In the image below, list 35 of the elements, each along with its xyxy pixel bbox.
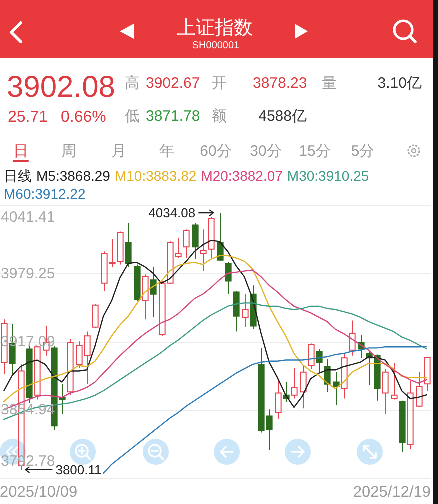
text: 高 — [125, 75, 140, 92]
text: M30:3910.25 — [287, 168, 370, 184]
text: 3902.67 — [146, 75, 200, 92]
text: 开 — [212, 75, 227, 92]
text: 60分 — [200, 143, 232, 160]
text: 5分 — [351, 143, 375, 160]
text: 年 — [160, 143, 174, 160]
text: 低 — [125, 108, 140, 125]
text: 30分 — [250, 143, 282, 160]
text: 25.71 — [8, 109, 48, 126]
text: 日 — [14, 143, 28, 160]
text: 3871.78 — [146, 108, 200, 125]
text: 周 — [62, 143, 76, 160]
text: M10:3883.82 — [114, 168, 197, 184]
annotation: 3800.11 — [56, 462, 102, 478]
text: 额 — [212, 108, 227, 125]
text: 0.66% — [61, 109, 106, 126]
chart-title: 上证指数 — [177, 18, 253, 39]
text: 2025/12/19 — [353, 484, 431, 501]
text: 月 — [112, 143, 126, 160]
text: M60:3912.22 — [4, 186, 86, 202]
text: 4588亿 — [258, 108, 307, 125]
annotation: 4034.08 — [148, 206, 196, 221]
chart-subtitle: SH000001 — [192, 40, 240, 52]
text: 3.10亿 — [378, 75, 422, 92]
y-tick-label: 3979.25 — [1, 265, 56, 282]
text: 量 — [322, 75, 337, 92]
text: 3902.08 — [7, 71, 116, 104]
text: 2025/10/09 — [0, 484, 78, 501]
text: M5:3868.29 — [36, 168, 111, 184]
legend-title: 日线 — [4, 168, 32, 184]
text: 3878.23 — [253, 75, 308, 92]
text: 15分 — [299, 143, 331, 160]
text: M20:3882.07 — [201, 168, 284, 184]
y-tick-label: 4041.41 — [1, 209, 56, 226]
